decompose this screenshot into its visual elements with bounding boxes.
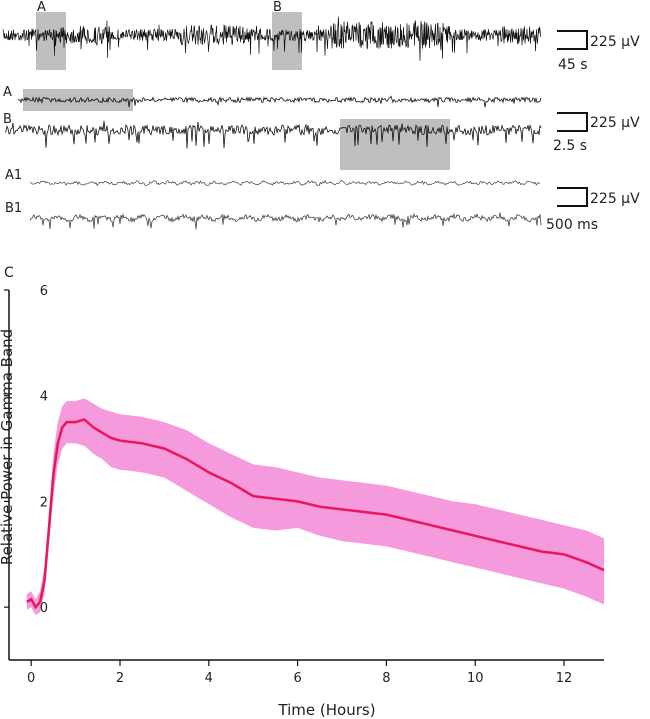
- trace-b: [4, 120, 542, 149]
- y-axis-label: Relative Power in Gamma Band: [0, 329, 16, 565]
- trace-b-group: B: [3, 112, 542, 170]
- x-tick-label: 4: [205, 671, 213, 686]
- scale-bar-2-lines: [557, 112, 588, 132]
- mean-line: [26, 418, 605, 610]
- trace-a: [17, 95, 542, 108]
- scale-bar-2: 225 μV 2.5 s: [553, 112, 640, 154]
- x-tick-label: 10: [467, 671, 484, 686]
- scale-bar-1-duration: 45 s: [558, 57, 588, 73]
- trace-a1: [29, 179, 541, 187]
- scale-bar-1-amplitude: 225 μV: [590, 34, 640, 50]
- x-tick-label: 8: [382, 671, 390, 686]
- y-tick-label: 0: [40, 601, 48, 616]
- highlight-b: [272, 12, 302, 70]
- trace-a-group: A: [3, 85, 542, 111]
- marker-b-label: B: [273, 0, 282, 15]
- trace-a-label: A: [3, 85, 12, 100]
- highlight-a: [36, 12, 66, 70]
- marker-a-label: A: [37, 0, 46, 15]
- scale-bar-2-duration: 2.5 s: [553, 138, 587, 154]
- scale-bar-3: 225 μV 500 ms: [546, 187, 640, 233]
- trace-b-label: B: [3, 112, 12, 127]
- scale-bar-3-lines: [557, 187, 588, 207]
- x-tick-label: 6: [293, 671, 301, 686]
- trace-a1-label: A1: [5, 168, 22, 183]
- x-axis-label: Time (Hours): [277, 701, 375, 719]
- gamma-power-chart: 0 2 4 6 8 10 12 0 2 4 6 Time (Hours) Relative Pow…: [0, 284, 605, 719]
- x-tick-label: 0: [27, 671, 35, 686]
- y-tick-label: 2: [40, 495, 48, 510]
- y-ticks: 0 2 4 6: [4, 284, 48, 616]
- trace-a1-group: A1: [5, 168, 541, 187]
- trace-b1: [29, 212, 542, 230]
- y-tick-label: 4: [40, 390, 48, 405]
- highlight-a-zoom: [23, 89, 133, 111]
- x-ticks: 0 2 4 6 8 10 12: [27, 660, 572, 686]
- trace-top: [2, 16, 542, 61]
- trace-top-group: A B: [2, 0, 542, 70]
- panel-c-label: C: [4, 265, 14, 281]
- y-tick-label: 6: [40, 284, 48, 299]
- scale-bar-3-duration: 500 ms: [546, 217, 598, 233]
- x-tick-label: 12: [556, 671, 573, 686]
- scale-bar-1: 225 μV 45 s: [557, 30, 640, 73]
- x-tick-label: 2: [116, 671, 124, 686]
- trace-b1-group: B1: [5, 201, 542, 230]
- scale-bar-3-amplitude: 225 μV: [590, 191, 640, 207]
- trace-b1-label: B1: [5, 201, 22, 216]
- scale-bar-2-amplitude: 225 μV: [590, 115, 640, 131]
- scale-bar-1-lines: [557, 30, 588, 50]
